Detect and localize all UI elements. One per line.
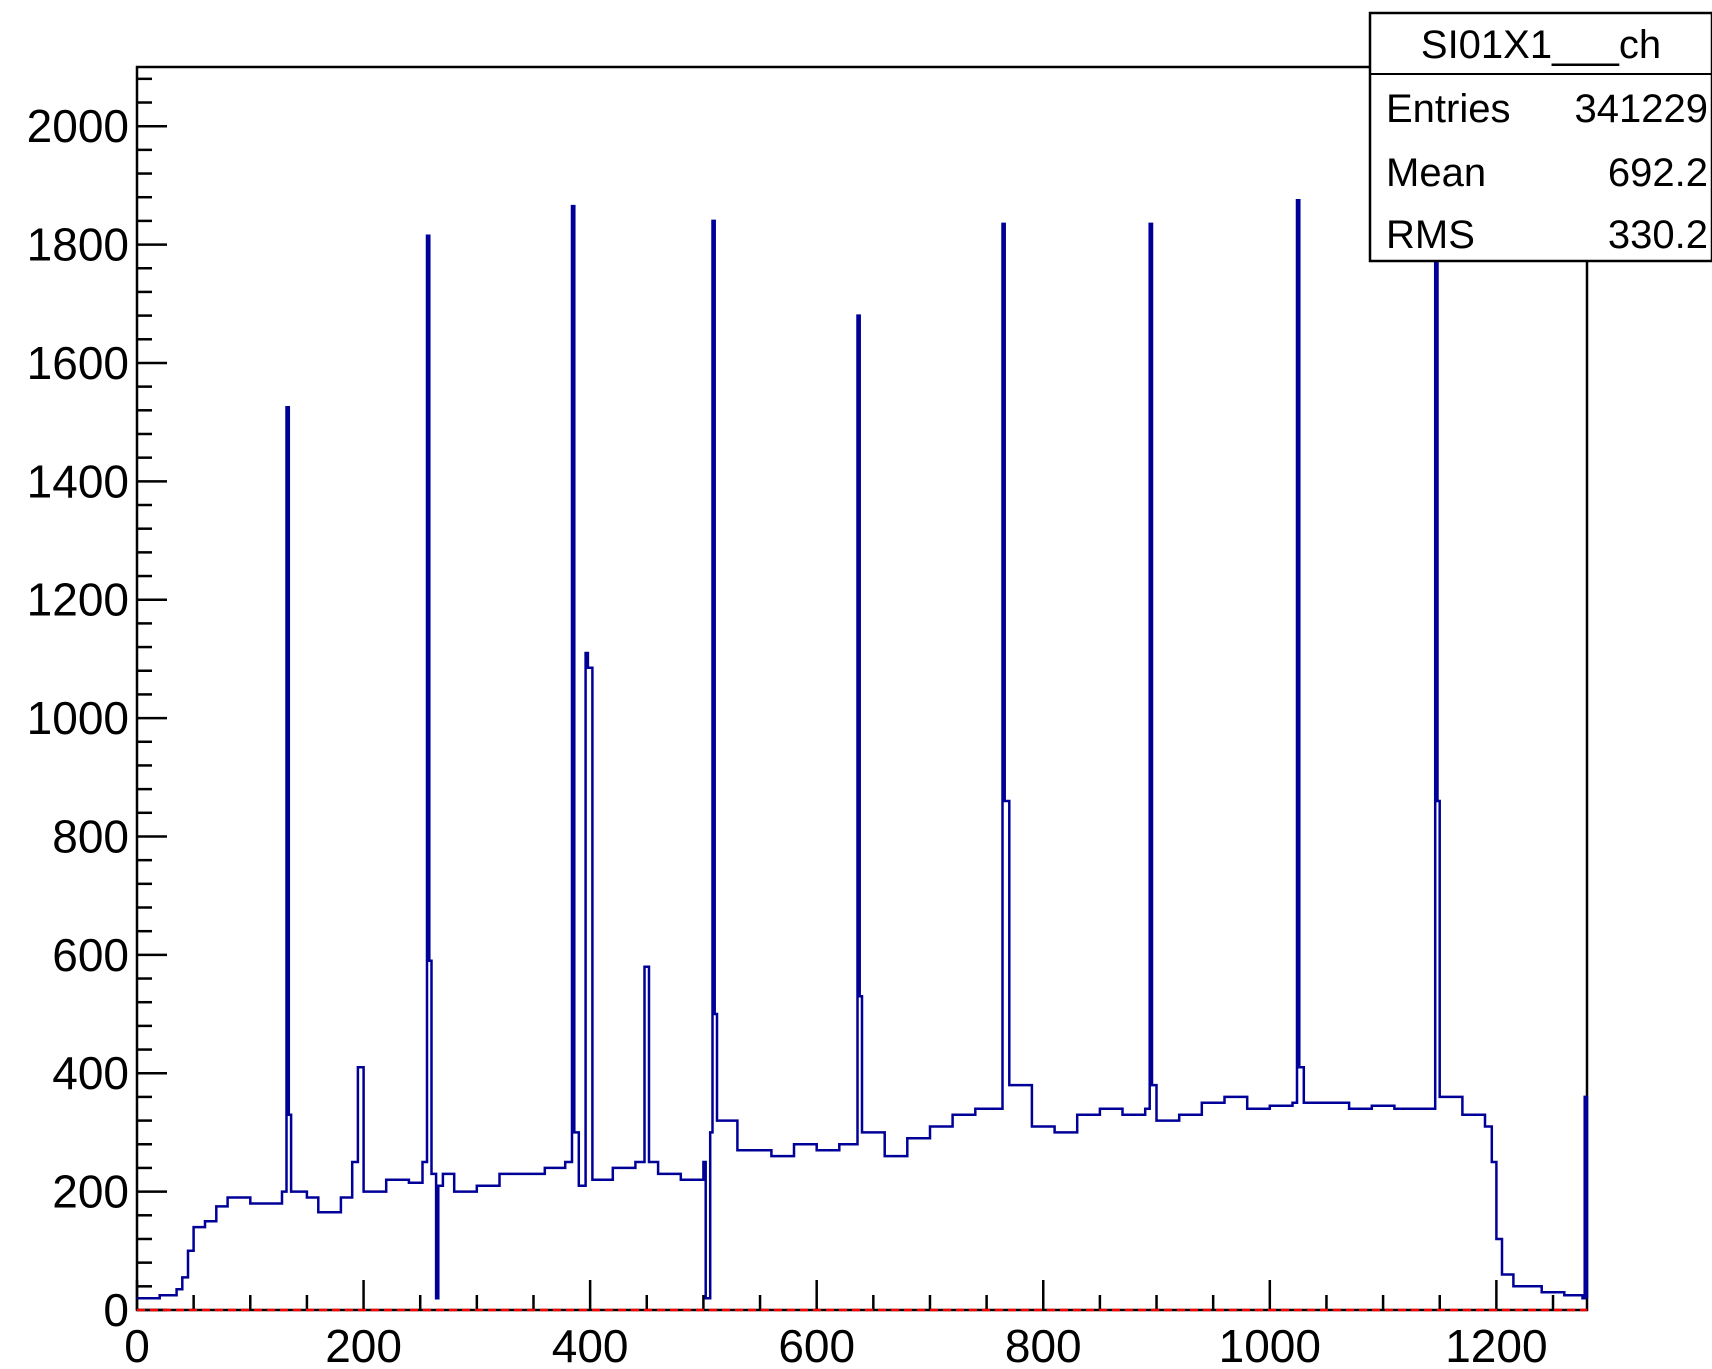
y-tick-label: 1400 bbox=[27, 455, 129, 507]
y-tick-label: 0 bbox=[103, 1284, 129, 1336]
y-axis-ticks: 0 200 400 600 800 1000 1200 1400 1600 1800 2000 bbox=[27, 77, 167, 1336]
y-tick-label: 400 bbox=[52, 1047, 129, 1099]
plot-frame bbox=[135, 65, 1589, 1312]
y-tick-label: 1200 bbox=[27, 574, 129, 626]
histogram-series-line bbox=[137, 198, 1589, 1300]
stats-rms-value: 330.2 bbox=[1608, 213, 1708, 257]
x-tick-label: 600 bbox=[778, 1320, 855, 1369]
stats-box: SI01X1___ch Entries 341229 Mean 692.2 RM… bbox=[1368, 11, 1712, 263]
stats-box-frame bbox=[1368, 11, 1712, 263]
x-tick-label: 200 bbox=[325, 1320, 402, 1369]
y-tick-label: 600 bbox=[52, 929, 129, 981]
x-tick-label: 400 bbox=[552, 1320, 629, 1369]
y-tick-label: 1000 bbox=[27, 692, 129, 744]
y-tick-label: 800 bbox=[52, 810, 129, 862]
stats-mean-value: 692.2 bbox=[1608, 151, 1708, 195]
x-tick-label: 1200 bbox=[1445, 1320, 1547, 1369]
y-tick-label: 2000 bbox=[27, 100, 129, 152]
stats-entries-label: Entries bbox=[1386, 87, 1511, 131]
x-axis-ticks: 0 200 400 600 800 1000 1200 bbox=[124, 1280, 1555, 1369]
x-tick-label: 0 bbox=[124, 1320, 150, 1369]
x-tick-label: 800 bbox=[1005, 1320, 1082, 1369]
stats-entries-value: 341229 bbox=[1575, 87, 1708, 131]
y-tick-label: 1800 bbox=[27, 219, 129, 271]
stats-box-title: SI01X1___ch bbox=[1421, 23, 1661, 67]
x-tick-label: 1000 bbox=[1219, 1320, 1321, 1369]
stats-rms-label: RMS bbox=[1386, 213, 1475, 257]
y-tick-label: 200 bbox=[52, 1166, 129, 1218]
y-tick-label: 1600 bbox=[27, 337, 129, 389]
stats-mean-label: Mean bbox=[1386, 151, 1486, 195]
